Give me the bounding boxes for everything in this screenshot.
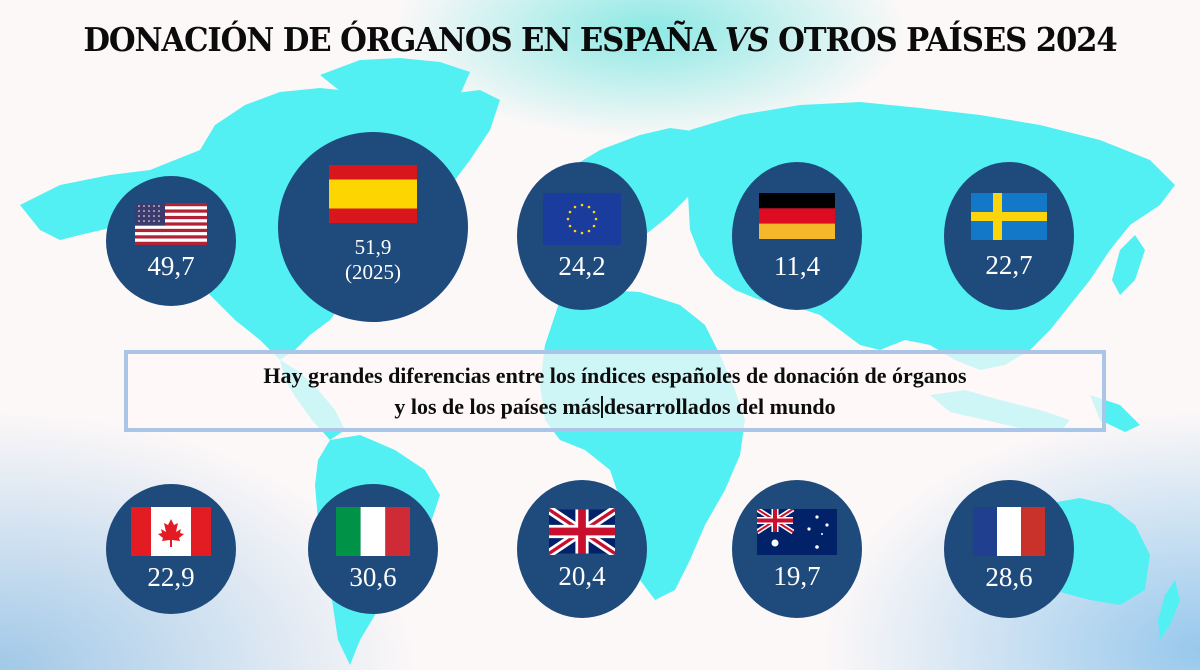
text-cursor — [601, 396, 603, 418]
country-circle-spain: 51,9 (2025) — [278, 132, 468, 322]
uk-flag-icon — [549, 508, 615, 555]
banner-line-2-start: y los de los países más — [394, 394, 601, 419]
germany-flag-icon — [759, 192, 835, 239]
title-part1: DONACIÓN DE ÓRGANOS EN ESPAÑA — [83, 20, 716, 59]
usa-flag-icon — [135, 202, 207, 245]
australia-flag-icon — [757, 508, 837, 555]
country-circle-uk: 20,4 — [517, 480, 647, 618]
donation-rate-value: 22,9 — [147, 562, 195, 592]
italy-flag-icon — [336, 507, 410, 556]
donation-rate-value: 30,6 — [349, 562, 397, 592]
donation-rate-value: 11,4 — [773, 250, 821, 281]
banner-line-1: Hay grandes diferencias entre los índice… — [263, 363, 967, 388]
donation-rate-value: 51,9 — [354, 234, 392, 259]
key-message-banner: Hay grandes diferencias entre los índice… — [124, 350, 1106, 432]
country-circle-sweden: 22,7 — [944, 162, 1074, 310]
donation-rate-value: 28,6 — [985, 562, 1033, 592]
title-part3: OTROS PAÍSES 2024 — [778, 20, 1118, 59]
year-note: (2025) — [345, 260, 401, 284]
donation-rate-value: 22,7 — [985, 250, 1033, 280]
country-circle-eu: 24,2 — [517, 162, 647, 310]
donation-rate-value: 49,7 — [147, 250, 195, 281]
donation-rate-value: 19,7 — [773, 560, 821, 591]
page-title: DONACIÓN DE ÓRGANOS EN ESPAÑA VS OTROS P… — [42, 20, 1158, 59]
france-flag-icon — [973, 507, 1045, 556]
eu-flag-icon — [543, 192, 621, 245]
country-circle-usa: 49,7 — [106, 176, 236, 306]
banner-line-2: y los de los países más desarrollados del… — [394, 391, 835, 422]
country-circle-germany: 11,4 — [732, 162, 862, 310]
country-circle-canada: 22,9 — [106, 484, 236, 614]
spain-flag-icon — [329, 164, 417, 223]
sweden-flag-icon — [971, 193, 1047, 240]
banner-line-2-end: desarrollados del mundo — [603, 394, 836, 419]
donation-rate-value: 24,2 — [558, 250, 606, 281]
country-circle-italy: 30,6 — [308, 484, 438, 614]
donation-rate-value: 20,4 — [558, 561, 606, 591]
canada-flag-icon — [131, 507, 211, 556]
title-vs: VS — [724, 20, 770, 59]
country-circle-australia: 19,7 — [732, 480, 862, 618]
country-circle-france: 28,6 — [944, 480, 1074, 618]
